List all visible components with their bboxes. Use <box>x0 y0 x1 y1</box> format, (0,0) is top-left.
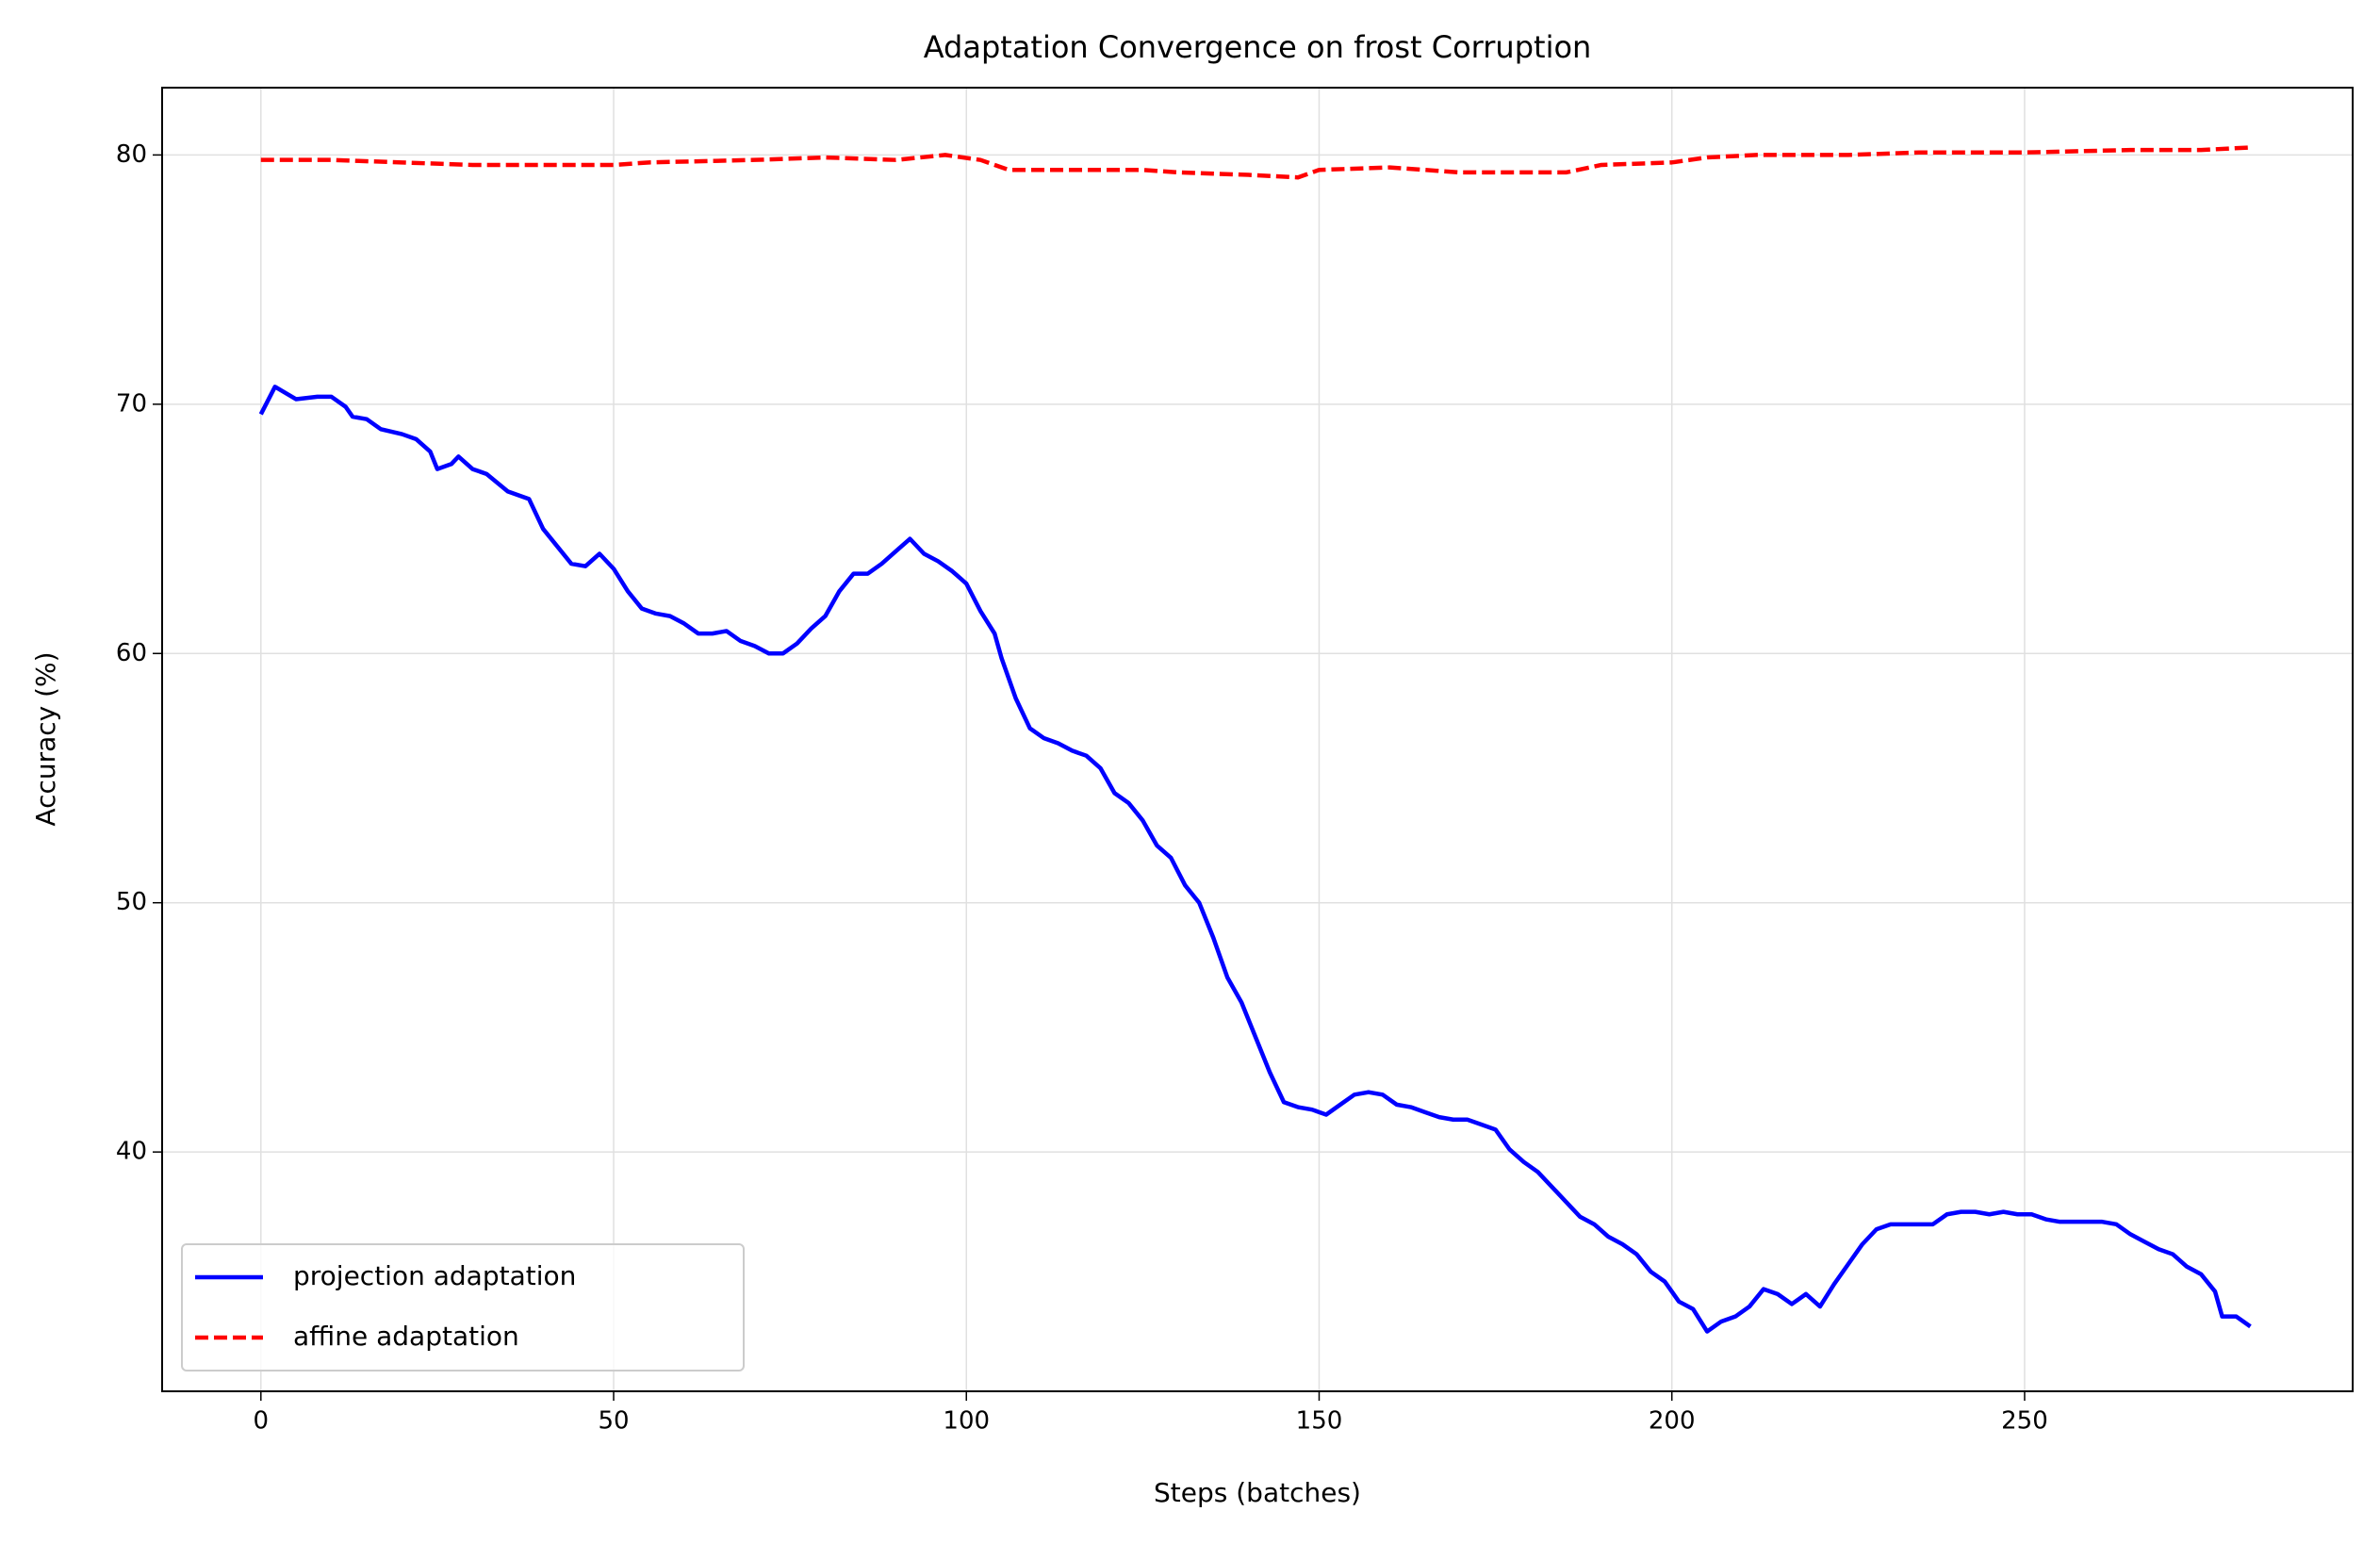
x-tick-label: 0 <box>254 1407 270 1436</box>
line <box>260 145 2251 180</box>
x-axis-label: Steps (batches) <box>1154 1477 1361 1508</box>
y-tick-label: 50 <box>116 888 147 916</box>
y-tick-label: 80 <box>116 140 147 169</box>
line <box>258 385 2252 1334</box>
legend-box <box>181 1243 745 1372</box>
legend-label: projection adaptation <box>293 1260 576 1291</box>
y-axis-label: Accuracy (%) <box>30 651 61 826</box>
x-tick-label: 200 <box>1649 1407 1696 1436</box>
x-tick-label: 150 <box>1296 1407 1343 1436</box>
x-tick-label: 50 <box>598 1407 629 1436</box>
chart-title: Adaptation Convergence on frost Corrupti… <box>924 29 1592 65</box>
y-tick-label: 60 <box>116 639 147 667</box>
legend-label: affine adaptation <box>293 1321 519 1352</box>
y-tick-label: 70 <box>116 389 147 418</box>
x-tick-label: 100 <box>943 1407 990 1436</box>
x-tick-label: 250 <box>2001 1407 2048 1436</box>
plot-frame <box>161 87 2354 1392</box>
y-tick-label: 40 <box>116 1138 147 1166</box>
